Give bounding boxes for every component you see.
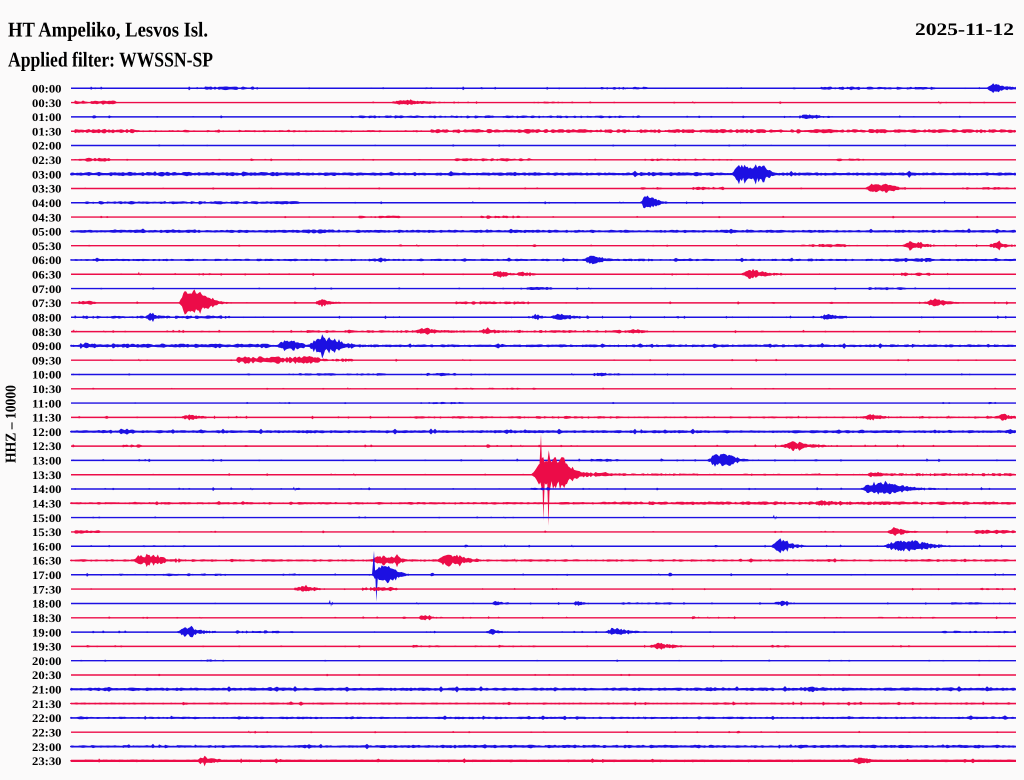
svg-text:17:30: 17:30 bbox=[32, 584, 62, 596]
svg-text:20:30: 20:30 bbox=[32, 670, 62, 682]
svg-text:22:00: 22:00 bbox=[32, 713, 62, 725]
svg-text:04:00: 04:00 bbox=[32, 198, 62, 210]
svg-text:Applied filter: WWSSN-SP: Applied filter: WWSSN-SP bbox=[8, 47, 213, 71]
svg-text:17:00: 17:00 bbox=[32, 570, 62, 582]
svg-text:09:30: 09:30 bbox=[32, 355, 62, 367]
svg-text:01:30: 01:30 bbox=[32, 126, 62, 138]
svg-text:13:30: 13:30 bbox=[32, 470, 62, 482]
svg-text:14:30: 14:30 bbox=[32, 499, 62, 511]
svg-text:15:00: 15:00 bbox=[32, 513, 62, 525]
svg-text:12:30: 12:30 bbox=[32, 441, 62, 453]
svg-text:05:30: 05:30 bbox=[32, 241, 62, 253]
svg-text:03:00: 03:00 bbox=[32, 169, 62, 181]
svg-text:11:00: 11:00 bbox=[32, 398, 62, 410]
svg-text:22:30: 22:30 bbox=[32, 728, 62, 740]
svg-text:07:00: 07:00 bbox=[32, 284, 62, 296]
svg-text:2025-11-12: 2025-11-12 bbox=[915, 19, 1014, 39]
svg-text:12:00: 12:00 bbox=[32, 427, 62, 439]
svg-text:HHZ – 10000: HHZ – 10000 bbox=[4, 385, 20, 463]
svg-text:10:00: 10:00 bbox=[32, 370, 62, 382]
svg-text:18:30: 18:30 bbox=[32, 613, 62, 625]
svg-text:02:30: 02:30 bbox=[32, 155, 62, 167]
svg-text:11:30: 11:30 bbox=[32, 413, 62, 425]
svg-text:23:00: 23:00 bbox=[32, 742, 62, 754]
svg-text:16:00: 16:00 bbox=[32, 541, 62, 553]
svg-text:04:30: 04:30 bbox=[32, 212, 62, 224]
svg-text:20:00: 20:00 bbox=[32, 656, 62, 668]
svg-text:19:00: 19:00 bbox=[32, 627, 62, 639]
svg-text:03:30: 03:30 bbox=[32, 184, 62, 196]
svg-text:09:00: 09:00 bbox=[32, 341, 62, 353]
svg-text:14:00: 14:00 bbox=[32, 484, 62, 496]
svg-text:07:30: 07:30 bbox=[32, 298, 62, 310]
svg-text:10:30: 10:30 bbox=[32, 384, 62, 396]
svg-text:23:30: 23:30 bbox=[32, 756, 62, 768]
svg-text:08:00: 08:00 bbox=[32, 313, 62, 325]
svg-text:18:00: 18:00 bbox=[32, 599, 62, 611]
svg-text:13:00: 13:00 bbox=[32, 456, 62, 468]
svg-text:16:30: 16:30 bbox=[32, 556, 62, 568]
svg-text:02:00: 02:00 bbox=[32, 141, 62, 153]
svg-text:05:00: 05:00 bbox=[32, 227, 62, 239]
svg-text:21:30: 21:30 bbox=[32, 699, 62, 711]
svg-text:15:30: 15:30 bbox=[32, 527, 62, 539]
svg-text:19:30: 19:30 bbox=[32, 642, 62, 654]
svg-text:00:30: 00:30 bbox=[32, 98, 62, 110]
svg-text:06:00: 06:00 bbox=[32, 255, 62, 267]
svg-text:06:30: 06:30 bbox=[32, 270, 62, 282]
svg-text:01:00: 01:00 bbox=[32, 112, 62, 124]
svg-text:HT Ampeliko, Lesvos Isl.: HT Ampeliko, Lesvos Isl. bbox=[8, 17, 208, 41]
svg-text:21:00: 21:00 bbox=[32, 685, 62, 697]
svg-text:08:30: 08:30 bbox=[32, 327, 62, 339]
svg-text:00:00: 00:00 bbox=[32, 84, 62, 96]
